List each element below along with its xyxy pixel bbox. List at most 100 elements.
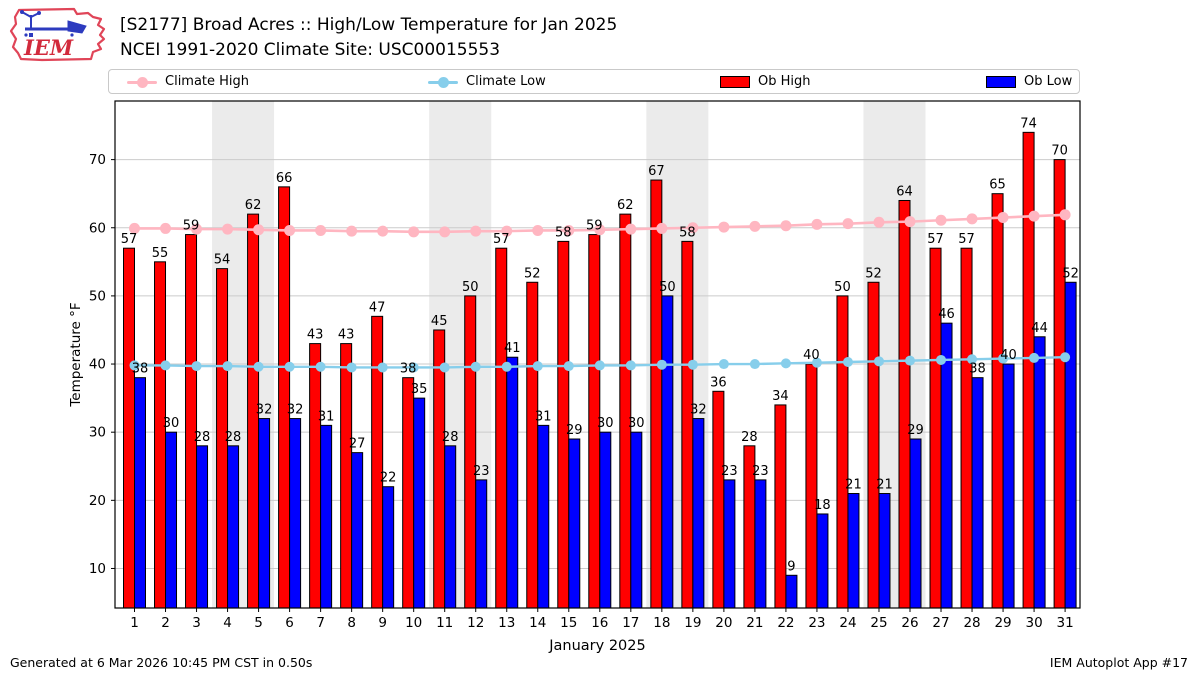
svg-text:70: 70 [1051,144,1068,159]
svg-text:38: 38 [969,362,986,377]
svg-text:74: 74 [1020,116,1037,131]
app-credit: IEM Autoplot App #17 [1049,655,1188,670]
svg-text:41: 41 [504,341,521,356]
svg-text:1: 1 [130,615,139,631]
svg-text:50: 50 [659,280,676,295]
svg-text:34: 34 [772,389,789,404]
svg-text:45: 45 [431,314,448,329]
legend-label: Ob Low [1024,74,1073,89]
climate-high-line-marker [127,76,157,88]
svg-text:43: 43 [307,328,324,343]
page-title: [S2177] Broad Acres :: High/Low Temperat… [120,15,618,35]
legend-label: Climate High [165,74,250,89]
svg-text:26: 26 [901,615,918,631]
legend-item-ob-low: Ob Low [986,70,1072,93]
svg-text:31: 31 [318,409,335,424]
svg-text:2: 2 [161,615,170,631]
svg-text:17: 17 [622,615,639,631]
legend-label: Ob High [758,74,811,89]
svg-text:10: 10 [89,561,106,577]
y-axis-label: Temperature °F [68,302,84,407]
y-axis: 10 20 30 40 50 60 70 Temperature °F [68,152,115,577]
iowa-outline [9,7,106,62]
svg-text:28: 28 [741,430,758,445]
svg-text:52: 52 [524,266,541,281]
svg-text:9: 9 [787,559,795,574]
svg-text:47: 47 [369,300,386,315]
svg-text:29: 29 [566,423,583,438]
svg-text:59: 59 [183,219,200,234]
svg-text:29: 29 [994,615,1011,631]
svg-text:65: 65 [989,178,1006,193]
svg-text:60: 60 [89,220,106,236]
wind-vane-icon [20,10,87,37]
svg-text:46: 46 [938,307,955,322]
svg-text:52: 52 [865,266,882,281]
svg-text:30: 30 [1025,615,1042,631]
ob-high-bars [123,131,1066,609]
x-axis: 1 2 3 4 5 6 7 8 9 10 11 12 13 14 15 16 17 18 19 20 21 22 23 24 2… [130,608,1074,654]
iem-logo: IEM [9,7,106,62]
svg-text:50: 50 [462,280,479,295]
svg-text:22: 22 [777,615,794,631]
svg-text:44: 44 [1031,321,1048,336]
svg-text:57: 57 [121,232,138,247]
bar-value-labels: 57 55 59 54 62 66 43 43 47 38 45 50 57 52 58 59 62 67 58 36… [121,116,1079,574]
svg-text:28: 28 [225,430,242,445]
svg-text:23: 23 [808,615,825,631]
climate-low-line [129,352,1071,373]
svg-text:52: 52 [1062,266,1079,281]
svg-text:21: 21 [845,478,862,493]
svg-text:32: 32 [690,403,707,418]
legend-item-ob-high: Ob High [720,70,811,93]
svg-text:31: 31 [535,409,552,424]
svg-text:23: 23 [473,464,490,479]
svg-text:28: 28 [194,430,211,445]
svg-text:23: 23 [721,464,738,479]
svg-text:62: 62 [617,198,634,213]
chart-legend: Climate High Climate Low Ob High Ob Low [108,69,1080,94]
svg-text:50: 50 [89,288,106,304]
svg-text:38: 38 [132,362,149,377]
svg-text:18: 18 [653,615,670,631]
svg-text:3: 3 [192,615,201,631]
svg-text:40: 40 [803,348,820,363]
svg-text:30: 30 [628,416,645,431]
svg-text:20: 20 [715,615,732,631]
legend-item-climate-high: Climate High [127,70,249,93]
ob-high-swatch [720,75,750,88]
svg-text:32: 32 [256,403,273,418]
svg-text:50: 50 [834,280,851,295]
svg-text:27: 27 [349,437,366,452]
svg-text:25: 25 [870,615,887,631]
svg-text:28: 28 [442,430,459,445]
svg-text:12: 12 [467,615,484,631]
svg-text:31: 31 [1057,615,1074,631]
svg-text:30: 30 [163,416,180,431]
svg-text:20: 20 [89,493,106,509]
svg-text:29: 29 [907,423,924,438]
generated-timestamp: Generated at 6 Mar 2026 10:45 PM CST in … [10,655,313,670]
svg-text:36: 36 [710,375,727,390]
logo-text: IEM [23,35,74,60]
svg-text:27: 27 [932,615,949,631]
svg-text:11: 11 [436,615,453,631]
svg-text:9: 9 [378,615,387,631]
svg-text:57: 57 [927,232,944,247]
svg-text:57: 57 [493,232,510,247]
svg-text:15: 15 [560,615,577,631]
svg-text:4: 4 [223,615,232,631]
svg-text:6: 6 [285,615,294,631]
svg-text:21: 21 [876,478,893,493]
svg-text:23: 23 [752,464,769,479]
svg-text:30: 30 [597,416,614,431]
svg-text:5: 5 [254,615,263,631]
svg-text:40: 40 [89,357,106,373]
x-axis-label: January 2025 [548,638,645,654]
svg-text:66: 66 [276,171,293,186]
plot-border [114,100,1081,609]
svg-text:59: 59 [586,219,603,234]
svg-text:30: 30 [89,425,106,441]
